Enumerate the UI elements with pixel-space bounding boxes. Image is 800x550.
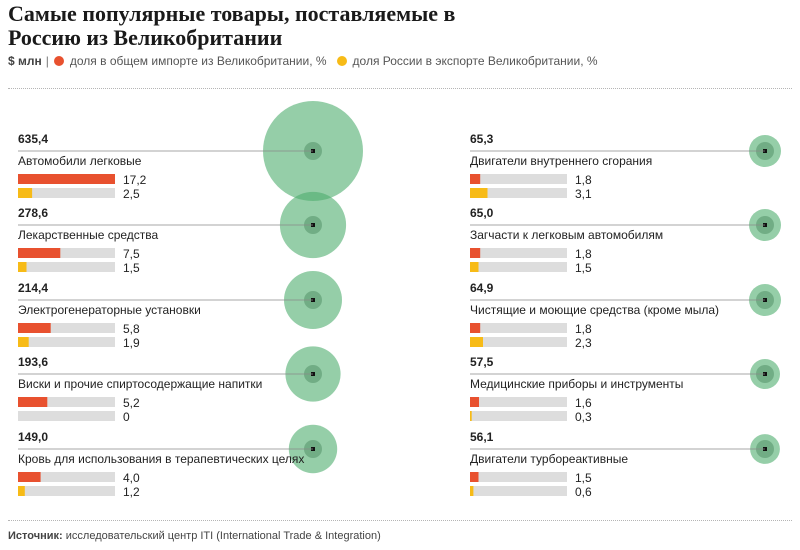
import-share-bar — [470, 397, 479, 407]
leader-line-layer — [18, 150, 765, 450]
import-share-label: 1,8 — [575, 173, 592, 187]
russia-share-track — [470, 486, 567, 496]
item-value: 57,5 — [470, 355, 494, 369]
russia-share-label: 1,5 — [123, 261, 140, 275]
item-value: 214,4 — [18, 281, 48, 295]
item-name: Двигатели внутреннего сгорания — [470, 154, 652, 168]
russia-share-track — [18, 188, 115, 198]
label-layer: 635,4 Автомобили легковые 17,22,5 278,6 Лека… — [18, 132, 719, 499]
russia-share-track — [470, 262, 567, 272]
source-note: Источник: исследовательский центр ITI (I… — [8, 530, 381, 542]
russia-share-label: 0 — [123, 410, 130, 424]
import-share-label: 1,6 — [575, 396, 592, 410]
russia-share-label: 1,5 — [575, 261, 592, 275]
russia-share-bar — [18, 486, 25, 496]
source-text: исследовательский центр ITI (Internation… — [65, 530, 381, 542]
item-value: 65,0 — [470, 206, 494, 220]
item-name: Кровь для использования в терапевтически… — [18, 452, 304, 466]
import-share-track — [470, 397, 567, 407]
russia-share-bar — [470, 337, 483, 347]
item-value: 65,3 — [470, 132, 494, 146]
item-name: Загчасти к легковым автомобилям — [470, 228, 663, 242]
import-share-bar — [18, 472, 41, 482]
item-name: Чистящие и моющие средства (кроме мыла) — [470, 303, 719, 317]
item-name: Лекарственные средства — [18, 228, 159, 242]
russia-share-label: 2,3 — [575, 336, 592, 350]
item-name: Виски и прочие спиртосодержащие напитки — [18, 377, 262, 391]
item-name: Двигатели турбореактивные — [470, 452, 628, 466]
russia-share-track — [18, 411, 115, 421]
legend-item-russia-share: доля России в экспорте Великобритании, % — [352, 54, 598, 68]
import-share-bar — [18, 323, 51, 333]
item-value: 635,4 — [18, 132, 48, 146]
russia-share-bar — [18, 188, 33, 198]
russia-share-track — [470, 188, 567, 198]
legend-item-import-share: доля в общем импорте из Великобритании, … — [69, 54, 327, 68]
import-share-track — [470, 323, 567, 333]
import-share-bar — [470, 472, 479, 482]
import-share-bar — [470, 248, 481, 258]
russia-share-bar — [470, 188, 488, 198]
import-share-bar — [18, 248, 61, 258]
item-name: Электрогенераторные установки — [18, 303, 201, 317]
legend-unit: $ млн — [8, 54, 42, 68]
russia-share-label: 0,3 — [575, 410, 592, 424]
russia-share-track — [470, 411, 567, 421]
russia-share-legend-dot — [336, 56, 347, 66]
russia-share-bar — [470, 411, 472, 421]
legend: $ млн | доля в общем импорте из Великобр… — [8, 54, 608, 68]
item-value: 64,9 — [470, 281, 494, 295]
import-share-track — [470, 472, 567, 482]
item-value: 193,6 — [18, 355, 48, 369]
import-share-label: 17,2 — [123, 173, 147, 187]
russia-share-track — [18, 337, 115, 347]
item-name: Автомобили легковые — [18, 154, 142, 168]
item-value: 56,1 — [470, 430, 494, 444]
import-share-track — [470, 174, 567, 184]
legend-separator: | — [45, 54, 49, 68]
import-share-bar — [18, 397, 48, 407]
import-share-track — [18, 248, 115, 258]
import-share-label: 5,8 — [123, 322, 140, 336]
source-label: Источник: — [8, 530, 63, 542]
russia-share-track — [18, 486, 115, 496]
bottom-divider — [8, 520, 792, 521]
import-share-track — [18, 397, 115, 407]
russia-share-bar — [18, 262, 27, 272]
item-value: 149,0 — [18, 430, 48, 444]
import-share-track — [470, 248, 567, 258]
item-name: Медицинские приборы и инструменты — [470, 377, 683, 391]
import-share-track — [18, 323, 115, 333]
russia-share-label: 1,9 — [123, 336, 140, 350]
import-share-label: 1,8 — [575, 247, 592, 261]
russia-share-label: 3,1 — [575, 187, 592, 201]
import-share-label: 1,5 — [575, 471, 592, 485]
top-divider — [8, 88, 792, 89]
import-share-bar — [470, 323, 481, 333]
import-share-label: 5,2 — [123, 396, 140, 410]
import-share-label: 7,5 — [123, 247, 140, 261]
russia-share-bar — [18, 337, 29, 347]
item-value: 278,6 — [18, 206, 48, 220]
russia-share-label: 0,6 — [575, 485, 592, 499]
russia-share-bar — [470, 262, 479, 272]
chart-title: Самые популярные товары, поставляемые в … — [8, 1, 456, 50]
russia-share-label: 2,5 — [123, 187, 140, 201]
import-share-bar — [18, 174, 115, 184]
import-share-label: 4,0 — [123, 471, 140, 485]
russia-share-bar — [470, 486, 474, 496]
russia-share-label: 1,2 — [123, 485, 140, 499]
russia-share-track — [470, 337, 567, 347]
import-share-label: 1,8 — [575, 322, 592, 336]
import-share-legend-dot — [53, 56, 64, 66]
import-share-track — [18, 472, 115, 482]
russia-share-track — [18, 262, 115, 272]
import-share-bar — [470, 174, 481, 184]
